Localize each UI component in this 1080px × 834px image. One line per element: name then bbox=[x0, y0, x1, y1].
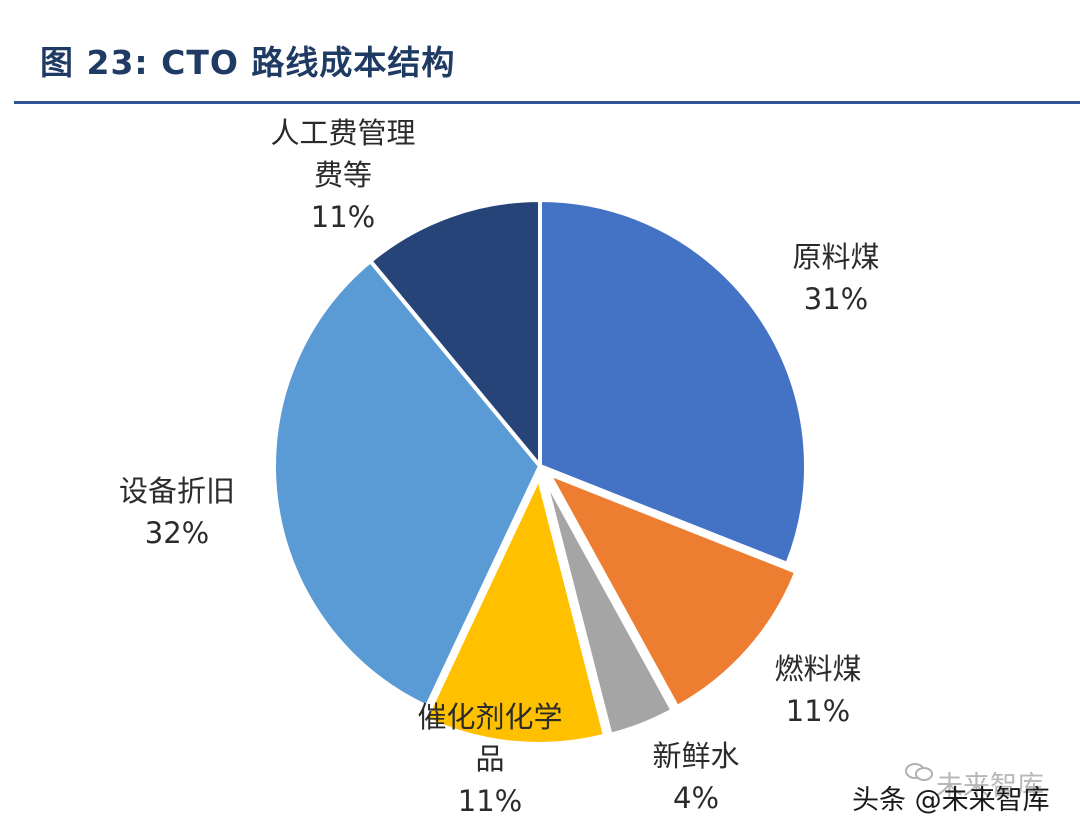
watermark-faint-text: 未来智库 bbox=[936, 771, 1044, 802]
slice-label-1: 燃料煤 11% bbox=[775, 648, 862, 732]
slice-label-text: 费等 bbox=[314, 158, 373, 192]
slice-label-4: 设备折旧 32% bbox=[119, 470, 235, 554]
slice-value-label: 4% bbox=[673, 781, 720, 815]
slice-value-label: 31% bbox=[803, 282, 869, 316]
slice-label-text: 原料煤 bbox=[792, 240, 880, 274]
watermark: 未来智库 头条 @未来智库 bbox=[852, 763, 1064, 822]
pie-slice-2 bbox=[542, 475, 675, 737]
chat-bubble-icon bbox=[905, 763, 933, 781]
slice-label-5: 人工费管理费等 11% bbox=[271, 112, 416, 238]
pie-slice-4 bbox=[272, 259, 542, 709]
pie-slice-5 bbox=[368, 198, 542, 468]
slice-label-text: 新鲜水 bbox=[652, 739, 740, 773]
slice-value-label: 11% bbox=[785, 694, 851, 728]
slice-value-label: 11% bbox=[310, 200, 376, 234]
slice-label-text: 人工费管理 bbox=[270, 116, 416, 150]
slice-label-text: 燃料煤 bbox=[774, 652, 862, 686]
slice-label-text: 品 bbox=[475, 742, 505, 776]
chart-title: 图 23: CTO 路线成本结构 bbox=[40, 43, 456, 82]
pie-slice-0 bbox=[538, 198, 808, 566]
slice-label-3: 催化剂化学品 11% bbox=[418, 696, 563, 822]
slice-value-label: 11% bbox=[457, 784, 523, 818]
watermark-text: 头条 @未来智库 bbox=[852, 785, 1050, 816]
slice-label-2: 新鲜水 4% bbox=[653, 735, 740, 819]
slice-label-text: 催化剂化学 bbox=[417, 700, 563, 734]
title-divider bbox=[14, 101, 1080, 104]
pie-slice-3 bbox=[423, 475, 608, 746]
pie-slice-1 bbox=[547, 471, 799, 710]
slice-label-text: 设备折旧 bbox=[119, 474, 236, 508]
slice-label-0: 原料煤 31% bbox=[793, 236, 880, 320]
slice-value-label: 32% bbox=[144, 516, 210, 550]
